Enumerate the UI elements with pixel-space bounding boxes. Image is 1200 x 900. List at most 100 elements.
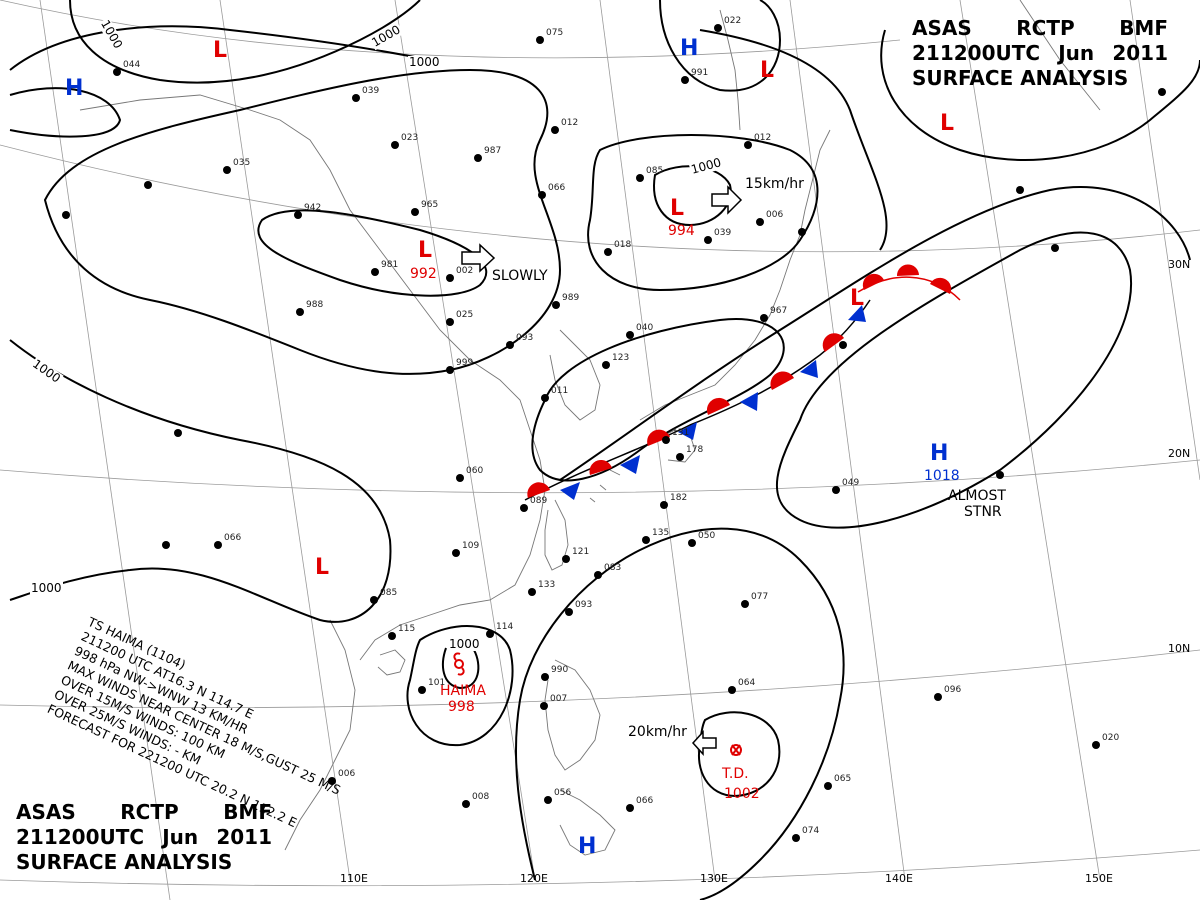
station-dot: [934, 693, 942, 701]
station-dot: [446, 274, 454, 282]
haima-pressure: 998: [448, 699, 475, 715]
station-pressure-value: 967: [770, 306, 788, 316]
td-symbol: [730, 744, 742, 756]
station-pressure-value: 121: [572, 547, 590, 557]
station-dot: [541, 394, 549, 402]
graticule-parallel-10n: [0, 649, 1200, 709]
station-pressure-value: 018: [614, 240, 632, 250]
header-title: SURFACE ANALYSIS: [912, 66, 1129, 90]
station-pressure-value: 064: [738, 678, 756, 688]
station-dot: [741, 600, 749, 608]
isobar-north-upper: [9, 25, 431, 71]
station-pressure-value: 020: [1102, 733, 1120, 743]
station-pressure-value: 981: [381, 260, 399, 270]
graticule-parallel-40n: [0, 0, 901, 59]
station-pressure-value: 035: [233, 158, 251, 168]
station-dot: [626, 331, 634, 339]
station-dot: [704, 236, 712, 244]
station-pressure-value: 089: [530, 496, 548, 506]
low-center-marker: L: [670, 196, 685, 221]
station-dot: [352, 94, 360, 102]
haima-name: HAIMA: [440, 683, 486, 699]
high-center-marker: H: [930, 441, 949, 466]
station-dot: [552, 301, 560, 309]
station-dot: [486, 630, 494, 638]
header-year: 2011: [216, 825, 272, 849]
isobar-outer-east: [699, 29, 888, 251]
coast-sakhalin: [719, 9, 741, 131]
motion-slowly: SLOWLY: [492, 268, 548, 284]
coastlines: [79, 0, 1101, 856]
station-dot: [760, 314, 768, 322]
header-time: 211200UTC: [16, 825, 145, 849]
station-dot: [296, 308, 304, 316]
header-row-1: ASAS RCTP BMF: [912, 16, 1168, 41]
station-dot: [660, 501, 668, 509]
warm-front-north-marks: [862, 264, 952, 294]
arrow-15kmh: [711, 185, 743, 215]
isobar-value: 1000: [408, 55, 441, 69]
station-dot: [452, 549, 460, 557]
low-center-marker: L: [315, 555, 330, 580]
station-dot: [328, 777, 336, 785]
cold-front-mark: [560, 482, 580, 500]
station-dot: [541, 673, 549, 681]
low-center-marker: L: [850, 286, 865, 311]
low-center-marker: L: [213, 38, 228, 63]
motion-almost: ALMOST: [948, 488, 1006, 504]
station-dot: [370, 596, 378, 604]
station-dot: [744, 141, 752, 149]
station-dot: [642, 536, 650, 544]
header-year: 2011: [1112, 41, 1168, 65]
station-dot: [62, 211, 70, 219]
motion-15kmh: 15km/hr: [745, 176, 804, 192]
station-pressure-value: 991: [691, 68, 709, 78]
station-dot: [662, 436, 670, 444]
warm-front-mark: [930, 277, 952, 294]
station-dot: [565, 608, 573, 616]
warm-front-mark: [822, 333, 844, 352]
station-dot: [798, 228, 806, 236]
station-dot: [446, 318, 454, 326]
high-center-marker: H: [578, 834, 597, 859]
station-dot: [418, 686, 426, 694]
station-pressure-value: 066: [636, 796, 654, 806]
station-dot: [506, 341, 514, 349]
station-dot: [688, 539, 696, 547]
station-dot: [839, 341, 847, 349]
station-dot: [728, 686, 736, 694]
station-pressure-value: 115: [398, 624, 416, 634]
station-dot: [294, 211, 302, 219]
coast-kyushu: [654, 429, 696, 463]
station-pressure-value: 056: [554, 788, 572, 798]
station-dot: [1092, 741, 1100, 749]
isobar-haima-outer: [406, 625, 514, 747]
station-dot: [462, 800, 470, 808]
warm-front-mark: [896, 264, 919, 276]
warm-front-mark: [770, 371, 794, 390]
cold-front-mark: [800, 360, 818, 378]
station-pressure-value: 965: [421, 200, 439, 210]
lon-label: 140E: [885, 872, 913, 885]
header-station: RCTP: [120, 800, 179, 824]
station-dot: [594, 571, 602, 579]
cyclone-symbols: [453, 652, 742, 756]
station-plots: [62, 24, 1166, 842]
header-station: RCTP: [1016, 16, 1075, 40]
station-dot: [681, 76, 689, 84]
station-pressure-value: 101: [428, 678, 446, 688]
station-pressure-value: 066: [548, 183, 566, 193]
station-dot: [996, 471, 1004, 479]
station-pressure-value: 077: [751, 592, 769, 602]
isobar-low-994: [587, 134, 819, 292]
station-dot: [174, 429, 182, 437]
station-pressure-value: 065: [834, 774, 852, 784]
station-pressure-value: 012: [754, 133, 772, 143]
isobar-taiwan-loop: [531, 318, 785, 482]
coast-china: [79, 94, 546, 661]
isobar-value: 1000: [30, 581, 63, 595]
lon-label: 130E: [700, 872, 728, 885]
station-pressure-value: 039: [714, 228, 732, 238]
header-agency: ASAS: [16, 800, 76, 824]
isobar-southchina: [9, 339, 392, 623]
